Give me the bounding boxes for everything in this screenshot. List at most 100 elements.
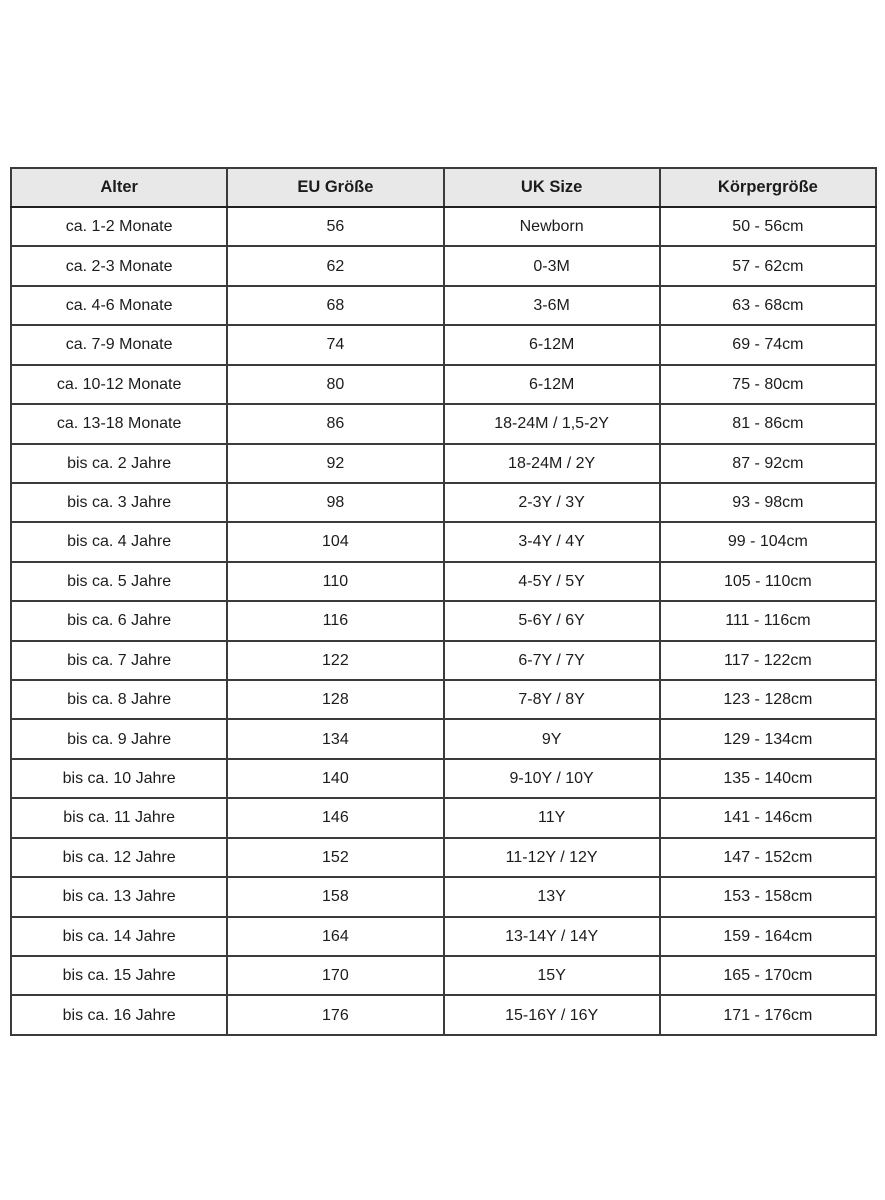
table-row: bis ca. 4 Jahre 104 3-4Y / 4Y 99 - 104cm	[9, 521, 878, 563]
table-cell: 5-6Y / 6Y	[442, 600, 661, 642]
table-cell: bis ca. 2 Jahre	[9, 442, 229, 484]
table-cell: bis ca. 3 Jahre	[9, 481, 229, 524]
table-cell: 99 - 104cm	[658, 521, 878, 563]
table-cell: 15Y	[442, 955, 661, 997]
table-cell: 13Y	[442, 876, 661, 918]
table-cell: 87 - 92cm	[658, 442, 878, 484]
table-cell: bis ca. 5 Jahre	[9, 560, 229, 603]
table-cell: 6-7Y / 7Y	[442, 639, 661, 682]
table-cell: 6-12M	[442, 324, 661, 366]
table-cell: 128	[226, 679, 445, 721]
table-cell: 80	[226, 363, 445, 406]
table-cell: 86	[226, 403, 445, 445]
size-chart-body: ca. 1-2 Monate 56 Newborn 50 - 56cm ca. 2-3 …	[9, 205, 878, 1036]
table-row: bis ca. 8 Jahre 128 7-8Y / 8Y 123 - 128cm	[9, 679, 878, 721]
table-row: ca. 4-6 Monate 68 3-6M 63 - 68cm	[9, 284, 878, 327]
table-row: ca. 7-9 Monate 74 6-12M 69 - 74cm	[9, 324, 878, 366]
table-cell: 3-6M	[442, 284, 661, 327]
table-cell: 4-5Y / 5Y	[442, 560, 661, 603]
table-cell: 9Y	[442, 718, 661, 760]
table-cell: 62	[226, 245, 445, 287]
table-cell: 105 - 110cm	[658, 560, 878, 603]
table-cell: bis ca. 15 Jahre	[9, 955, 229, 997]
table-cell: bis ca. 12 Jahre	[9, 836, 229, 879]
table-cell: 140	[226, 757, 445, 800]
table-cell: 0-3M	[442, 245, 661, 287]
column-header-uk-size: UK Size	[442, 167, 661, 208]
table-row: bis ca. 15 Jahre 170 15Y 165 - 170cm	[9, 955, 878, 997]
table-cell: 18-24M / 1,5-2Y	[442, 403, 661, 445]
table-cell: 9-10Y / 10Y	[442, 757, 661, 800]
size-chart-container: Alter EU Größe UK Size Körpergröße ca. 1-2 …	[9, 167, 878, 1036]
table-cell: 129 - 134cm	[658, 718, 878, 760]
table-cell: 69 - 74cm	[658, 324, 878, 366]
table-cell: 135 - 140cm	[658, 757, 878, 800]
table-cell: ca. 1-2 Monate	[9, 205, 229, 248]
table-cell: 7-8Y / 8Y	[442, 679, 661, 721]
table-cell: 81 - 86cm	[658, 403, 878, 445]
table-row: bis ca. 12 Jahre 152 11-12Y / 12Y 147 - 152…	[9, 836, 878, 879]
table-cell: 6-12M	[442, 363, 661, 406]
table-cell: 134	[226, 718, 445, 760]
table-cell: 117 - 122cm	[658, 639, 878, 682]
table-cell: 18-24M / 2Y	[442, 442, 661, 484]
table-cell: ca. 7-9 Monate	[9, 324, 229, 366]
table-cell: 57 - 62cm	[658, 245, 878, 287]
table-row: bis ca. 10 Jahre 140 9-10Y / 10Y 135 - 140c…	[9, 757, 878, 800]
table-cell: bis ca. 13 Jahre	[9, 876, 229, 918]
table-row: bis ca. 14 Jahre 164 13-14Y / 14Y 159 - 164…	[9, 915, 878, 958]
table-row: ca. 10-12 Monate 80 6-12M 75 - 80cm	[9, 363, 878, 406]
column-header-eu-groesse: EU Größe	[226, 167, 445, 208]
table-cell: 63 - 68cm	[658, 284, 878, 327]
table-cell: 68	[226, 284, 445, 327]
table-row: ca. 13-18 Monate 86 18-24M / 1,5-2Y 81 - 86…	[9, 403, 878, 445]
table-cell: bis ca. 10 Jahre	[9, 757, 229, 800]
table-row: bis ca. 2 Jahre 92 18-24M / 2Y 87 - 92cm	[9, 442, 878, 484]
table-cell: bis ca. 7 Jahre	[9, 639, 229, 682]
table-cell: 13-14Y / 14Y	[442, 915, 661, 958]
table-cell: Newborn	[442, 205, 661, 248]
table-cell: bis ca. 8 Jahre	[9, 679, 229, 721]
table-row: bis ca. 5 Jahre 110 4-5Y / 5Y 105 - 110cm	[9, 560, 878, 603]
table-cell: 15-16Y / 16Y	[442, 994, 661, 1036]
table-cell: bis ca. 9 Jahre	[9, 718, 229, 760]
table-cell: 152	[226, 836, 445, 879]
table-cell: 158	[226, 876, 445, 918]
table-cell: 153 - 158cm	[658, 876, 878, 918]
table-cell: 93 - 98cm	[658, 481, 878, 524]
size-chart-header: Alter EU Größe UK Size Körpergröße	[9, 167, 878, 208]
size-chart-table: Alter EU Größe UK Size Körpergröße ca. 1-2 …	[9, 167, 878, 1036]
column-header-alter: Alter	[9, 167, 229, 208]
table-cell: 165 - 170cm	[658, 955, 878, 997]
table-cell: 11-12Y / 12Y	[442, 836, 661, 879]
table-row: bis ca. 7 Jahre 122 6-7Y / 7Y 117 - 122cm	[9, 639, 878, 682]
table-cell: ca. 13-18 Monate	[9, 403, 229, 445]
table-row: bis ca. 3 Jahre 98 2-3Y / 3Y 93 - 98cm	[9, 481, 878, 524]
table-row: bis ca. 11 Jahre 146 11Y 141 - 146cm	[9, 797, 878, 839]
table-cell: 147 - 152cm	[658, 836, 878, 879]
table-row: bis ca. 13 Jahre 158 13Y 153 - 158cm	[9, 876, 878, 918]
table-cell: 50 - 56cm	[658, 205, 878, 248]
table-row: ca. 2-3 Monate 62 0-3M 57 - 62cm	[9, 245, 878, 287]
table-cell: 159 - 164cm	[658, 915, 878, 958]
table-cell: 3-4Y / 4Y	[442, 521, 661, 563]
table-cell: bis ca. 11 Jahre	[9, 797, 229, 839]
table-cell: bis ca. 16 Jahre	[9, 994, 229, 1036]
column-header-koerpergroesse: Körpergröße	[658, 167, 878, 208]
table-cell: 74	[226, 324, 445, 366]
table-row: bis ca. 6 Jahre 116 5-6Y / 6Y 111 - 116cm	[9, 600, 878, 642]
table-cell: 170	[226, 955, 445, 997]
table-cell: 92	[226, 442, 445, 484]
table-cell: 171 - 176cm	[658, 994, 878, 1036]
table-cell: 123 - 128cm	[658, 679, 878, 721]
table-cell: ca. 2-3 Monate	[9, 245, 229, 287]
table-cell: 75 - 80cm	[658, 363, 878, 406]
table-cell: 146	[226, 797, 445, 839]
table-cell: 141 - 146cm	[658, 797, 878, 839]
table-cell: 176	[226, 994, 445, 1036]
table-cell: ca. 4-6 Monate	[9, 284, 229, 327]
header-row: Alter EU Größe UK Size Körpergröße	[9, 167, 878, 208]
table-cell: bis ca. 6 Jahre	[9, 600, 229, 642]
table-cell: 116	[226, 600, 445, 642]
table-cell: 104	[226, 521, 445, 563]
